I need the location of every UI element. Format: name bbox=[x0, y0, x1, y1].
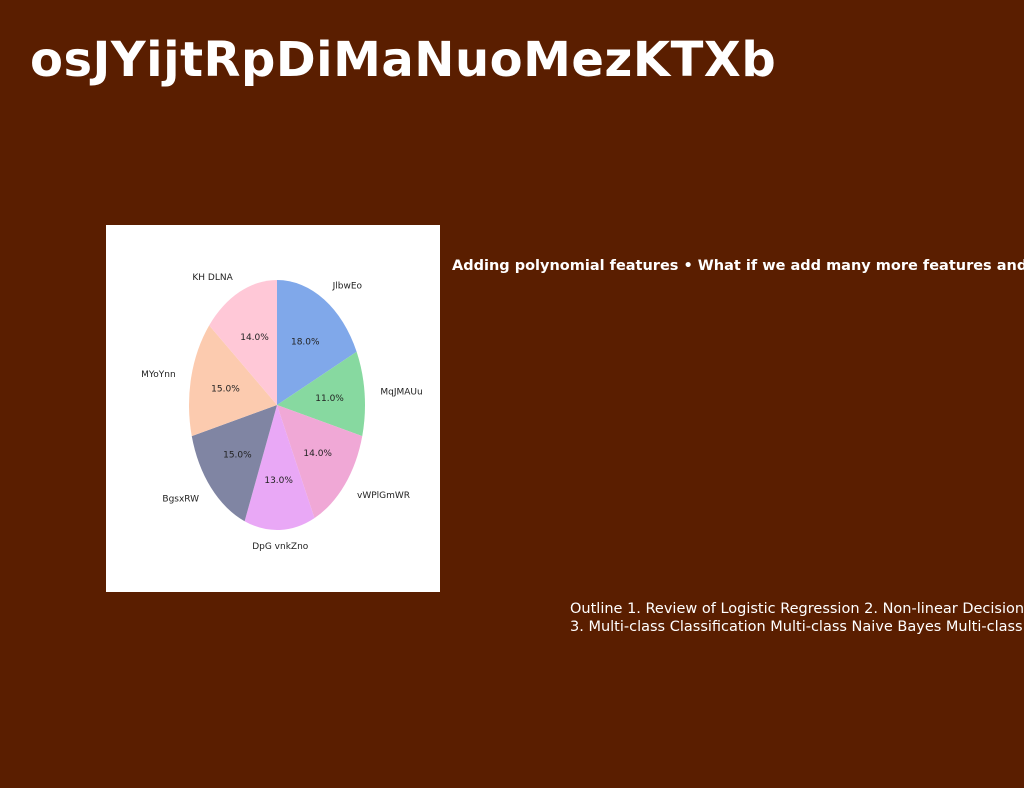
pie-slice-0 bbox=[277, 280, 357, 405]
pie-pct-label-2: 14.0% bbox=[303, 449, 332, 459]
pie-slice-5 bbox=[189, 325, 277, 437]
outline-line-1: Outline 1. Review of Logistic Regression… bbox=[570, 601, 1024, 617]
bullet-text: Adding polynomial features • What if we … bbox=[452, 258, 1024, 274]
outline-text: Outline 1. Review of Logistic Regression… bbox=[570, 600, 1024, 636]
pie-pct-label-5: 15.0% bbox=[211, 385, 240, 395]
outline-line-2: 3. Multi-class Classification Multi-clas… bbox=[570, 619, 1023, 635]
pie-category-label-0: JlbwEo bbox=[332, 282, 363, 292]
pie-pct-label-3: 13.0% bbox=[264, 476, 293, 486]
pie-chart: 18.0% JlbwEo 11.0% MqJMAUu 14.0% vWPlGmWR 13.0… bbox=[141, 273, 423, 552]
pie-category-label-4: BgsxRW bbox=[162, 494, 199, 504]
pie-category-label-3: DpG vnkZno bbox=[252, 542, 309, 552]
pie-slice-4 bbox=[191, 405, 277, 522]
pie-pct-label-6: 14.0% bbox=[240, 333, 269, 343]
pie-pct-label-0: 18.0% bbox=[291, 338, 320, 348]
pie-slice-2 bbox=[277, 405, 363, 519]
pie-category-label-5: MYoYnn bbox=[141, 370, 175, 380]
pie-pct-label-4: 15.0% bbox=[223, 451, 252, 461]
pie-pct-label-1: 11.0% bbox=[315, 394, 344, 404]
pie-slice-3 bbox=[244, 405, 315, 530]
pie-category-label-1: MqJMAUu bbox=[380, 388, 422, 398]
pie-category-label-6: KH DLNA bbox=[192, 273, 233, 283]
pie-slice-6 bbox=[209, 280, 277, 405]
pie-chart-panel: 18.0% JlbwEo 11.0% MqJMAUu 14.0% vWPlGmWR 13.0… bbox=[106, 225, 440, 592]
pie-slice-1 bbox=[277, 351, 366, 437]
pie-category-label-2: vWPlGmWR bbox=[357, 491, 410, 501]
slide-title: osJYijtRpDiMaNuoMezKTXb bbox=[30, 32, 777, 88]
